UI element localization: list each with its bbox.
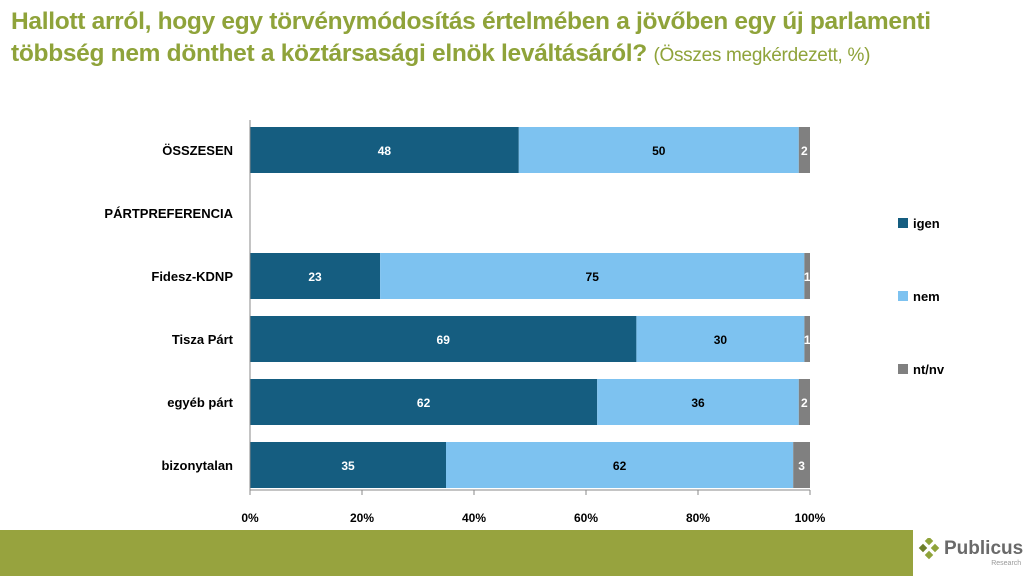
chart-title: Hallott arról, hogy egy törvénymódosítás…	[11, 6, 1011, 72]
category-label: egyéb párt	[167, 395, 233, 410]
bar-segment-nt-nv	[798, 127, 810, 173]
bar-segment-igen	[250, 316, 637, 362]
data-label: 62	[613, 459, 627, 473]
x-tick-label: 0%	[241, 511, 259, 525]
x-tick-label: 40%	[462, 511, 486, 525]
legend-swatch-igen	[898, 218, 908, 228]
x-tick-label: 100%	[795, 511, 826, 525]
logo-tagline: Research	[991, 560, 1022, 567]
bar-segment-nt-nv	[804, 316, 810, 362]
data-label: 1	[804, 270, 811, 284]
category-label: PÁRTPREFERENCIA	[104, 206, 233, 221]
legend-label: nt/nv	[913, 362, 945, 377]
title-main: Hallott arról, hogy egy törvénymódosítás…	[11, 8, 931, 67]
legend-swatch-nt-nv	[898, 364, 908, 374]
bar-segment-igen	[250, 253, 381, 299]
legend-label: nem	[913, 289, 940, 304]
legend-label: igen	[913, 216, 940, 231]
bar-segment-nem	[380, 253, 805, 299]
bar-segment-nem	[446, 442, 794, 488]
data-label: 50	[652, 144, 666, 158]
data-label: 48	[378, 144, 392, 158]
data-label: 3	[798, 459, 805, 473]
legend-swatch-nem	[898, 291, 908, 301]
data-label: 35	[341, 459, 355, 473]
data-label: 23	[308, 270, 322, 284]
data-label: 30	[714, 333, 728, 347]
x-tick-label: 60%	[574, 511, 598, 525]
bar-segment-igen	[250, 127, 519, 173]
data-label: 62	[417, 396, 431, 410]
category-label: Tisza Párt	[172, 332, 234, 347]
data-label: 2	[801, 144, 808, 158]
category-label: bizonytalan	[161, 458, 233, 473]
logo-diamonds-icon	[918, 538, 940, 560]
category-label: Fidesz-KDNP	[151, 269, 233, 284]
data-label: 75	[586, 270, 600, 284]
footer-bar	[0, 530, 913, 576]
bar-segment-nem	[636, 316, 805, 362]
bar-segment-nt-nv	[793, 442, 810, 488]
publicus-logo: Publicus Research	[918, 538, 1024, 567]
bar-segment-nem	[518, 127, 799, 173]
x-tick-label: 20%	[350, 511, 374, 525]
bar-segment-igen	[250, 379, 598, 425]
logo-name: Publicus	[944, 538, 1024, 559]
data-label: 1	[804, 333, 811, 347]
bar-segment-nem	[597, 379, 799, 425]
bar-segment-nt-nv	[804, 253, 810, 299]
data-label: 69	[437, 333, 451, 347]
data-label: 36	[691, 396, 705, 410]
category-label: ÖSSZESEN	[162, 143, 233, 158]
bar-segment-nt-nv	[798, 379, 810, 425]
x-tick-label: 80%	[686, 511, 710, 525]
stacked-bar-chart: ÖSSZESEN 48 50 2 PÁRTPREFERENCIA Fidesz-KDNP 2…	[104, 120, 945, 525]
bar-segment-igen	[250, 442, 446, 488]
title-sub: (Összes megkérdezett, %)	[653, 45, 871, 66]
data-label: 2	[801, 396, 808, 410]
